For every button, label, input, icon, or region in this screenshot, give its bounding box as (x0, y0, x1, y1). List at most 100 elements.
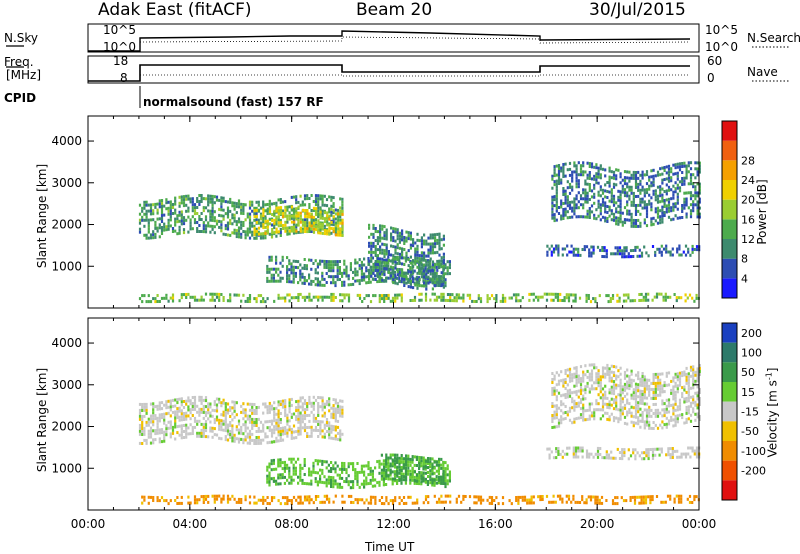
data-cell (202, 209, 205, 213)
data-cell (444, 263, 447, 267)
data-cell (196, 422, 199, 426)
data-cell (301, 408, 304, 412)
data-cell (334, 461, 337, 465)
data-cell (341, 224, 344, 228)
data-cell (573, 399, 576, 403)
data-cell (634, 394, 638, 398)
data-cell (379, 248, 382, 252)
data-cell (685, 167, 688, 171)
data-cell (251, 417, 254, 421)
data-cell (622, 293, 626, 297)
data-cell (187, 230, 190, 234)
data-cell (312, 467, 315, 471)
data-cell (627, 296, 630, 300)
data-cell (396, 273, 399, 277)
data-cell (574, 293, 577, 297)
data-cell (332, 482, 335, 486)
data-cell (416, 265, 419, 269)
data-cell (555, 203, 558, 207)
data-cell (442, 237, 445, 241)
data-cell (160, 208, 164, 211)
data-cell (619, 378, 622, 382)
data-cell (389, 462, 392, 466)
data-cell (623, 221, 627, 225)
data-cell (354, 258, 357, 262)
data-cell (368, 259, 371, 263)
data-cell (650, 387, 653, 391)
data-cell (290, 280, 293, 284)
data-cell (191, 215, 194, 219)
data-cell (354, 279, 357, 283)
data-cell (385, 264, 388, 268)
data-cell (314, 218, 318, 222)
data-cell (557, 179, 561, 182)
data-cell (645, 182, 649, 186)
data-cell (286, 428, 289, 432)
data-cell (571, 206, 574, 210)
data-cell (182, 231, 186, 235)
nsky-trace (88, 30, 691, 52)
data-cell (189, 197, 192, 201)
data-cell (193, 425, 197, 429)
data-cell (685, 197, 688, 201)
data-cell (423, 242, 426, 246)
data-cell (233, 207, 236, 211)
data-cell (262, 206, 265, 210)
data-cell (425, 242, 428, 246)
data-cell (178, 424, 181, 428)
data-cell (588, 174, 591, 177)
data-cell (248, 218, 252, 222)
data-cell (336, 272, 339, 276)
data-cell (674, 408, 677, 412)
data-cell (665, 416, 668, 420)
data-cell (615, 407, 618, 411)
data-cell (266, 267, 269, 271)
data-cell (626, 386, 629, 390)
data-cell (692, 185, 695, 189)
data-cell (442, 295, 445, 299)
data-cell (317, 225, 320, 229)
data-cell (407, 285, 410, 289)
data-cell (404, 259, 407, 263)
data-cell (435, 295, 439, 299)
data-cell (429, 265, 432, 269)
data-cell (301, 295, 304, 299)
data-cell (310, 258, 313, 262)
data-cell (615, 216, 618, 220)
data-cell (601, 200, 605, 204)
data-cell (555, 413, 558, 417)
data-cell (306, 227, 309, 231)
data-cell (438, 466, 441, 470)
data-cell (559, 292, 562, 296)
data-cell (339, 429, 342, 433)
data-cell (617, 417, 620, 421)
data-cell (436, 232, 439, 236)
data-cell (601, 456, 604, 460)
data-cell (336, 431, 340, 435)
data-cell (632, 388, 635, 392)
data-cell (641, 414, 644, 417)
data-cell (622, 299, 626, 303)
data-cell (654, 396, 657, 400)
data-cell (297, 399, 300, 403)
data-cell (420, 464, 423, 468)
data-cell (167, 200, 170, 204)
data-cell (370, 268, 373, 272)
data-cell (632, 221, 635, 225)
data-cell (685, 375, 688, 379)
data-cell (398, 465, 401, 469)
data-cell (651, 298, 654, 302)
data-cell (204, 197, 208, 201)
data-cell (652, 421, 655, 424)
data-cell (652, 379, 655, 382)
data-cell (599, 173, 602, 177)
data-cell (327, 263, 330, 267)
data-cell (209, 209, 212, 213)
data-cell (571, 400, 574, 404)
data-cell (414, 247, 417, 251)
data-cell (185, 209, 188, 213)
data-cell (571, 200, 574, 204)
data-cell (674, 166, 677, 170)
data-cell (551, 402, 554, 405)
data-cell (339, 209, 342, 213)
